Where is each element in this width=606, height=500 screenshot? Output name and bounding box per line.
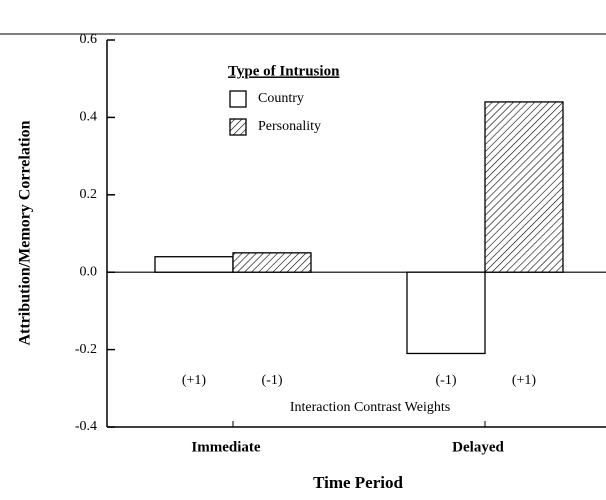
x-tick-label: Immediate: [191, 439, 260, 455]
bar: [232, 252, 312, 273]
y-tick-label: -0.4: [75, 419, 97, 434]
x-axis-label: Time Period: [313, 473, 403, 492]
bar: [154, 256, 234, 273]
contrast-weight: (+1): [182, 373, 207, 388]
y-axis-label: Attribution/Memory Correlation: [17, 120, 34, 345]
legend-swatch: [229, 90, 247, 108]
y-tick-label: 0.4: [80, 110, 98, 125]
y-tick-label: 0.2: [80, 187, 98, 202]
bar: [484, 101, 564, 273]
contrast-weight: (-1): [262, 373, 283, 388]
legend-swatch: [229, 118, 247, 136]
y-tick-label: -0.2: [75, 342, 97, 357]
legend-title: Type of Intrusion: [228, 63, 340, 79]
legend-label: Personality: [258, 119, 321, 134]
contrast-weight: (-1): [436, 373, 457, 388]
contrast-weight: (+1): [512, 373, 537, 388]
contrast-label: Interaction Contrast Weights: [290, 400, 450, 415]
x-tick-label: Delayed: [452, 439, 504, 455]
legend-label: Country: [258, 91, 304, 106]
y-tick-label: 0.6: [80, 32, 98, 47]
y-tick-label: 0.0: [80, 264, 98, 279]
bar: [406, 271, 486, 355]
